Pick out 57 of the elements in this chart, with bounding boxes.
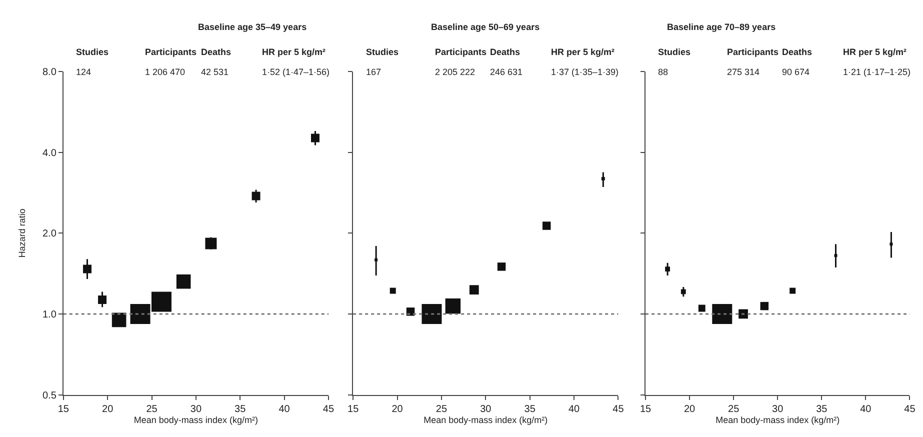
text: Studies — [76, 47, 109, 57]
text: Participants — [145, 47, 197, 57]
text: Participants — [727, 47, 779, 57]
x-tick-label: 45 — [612, 404, 624, 415]
y-tick-label: 8.0 — [42, 66, 57, 78]
x-tick-label: 45 — [322, 404, 334, 415]
chart-title: Baseline age 70–89 years — [667, 22, 776, 32]
x-tick-label: 30 — [772, 404, 784, 415]
x-tick-label: 35 — [234, 404, 246, 415]
y-tick-label: 1.0 — [42, 309, 57, 320]
text: Deaths — [201, 47, 232, 57]
text: HR per 5 kg/m² — [262, 47, 326, 57]
y-tick-label: 4.0 — [42, 148, 57, 159]
annotation: 167 — [366, 67, 382, 77]
text: Deaths — [782, 47, 812, 57]
annotation: 90 674 — [782, 67, 810, 77]
x-tick-label: 40 — [278, 404, 290, 415]
annotation: 246 631 — [490, 67, 523, 77]
y-tick-label: 0.5 — [42, 390, 57, 402]
annotation: 42 531 — [201, 67, 229, 77]
x-tick-label: 40 — [568, 404, 580, 415]
x-axis-title: Mean body-mass index (kg/m²) — [424, 414, 548, 425]
annotation: 88 — [658, 67, 668, 77]
annotation: 124 — [76, 67, 92, 77]
y-axis-title: Hazard ratio — [16, 208, 27, 258]
annotation: 1·37 (1·35–1·39) — [551, 67, 619, 77]
y-tick-label: 2.0 — [42, 228, 57, 240]
annotation: 1 206 470 — [145, 67, 186, 77]
x-tick-label: 40 — [860, 404, 872, 415]
x-tick-label: 25 — [436, 404, 448, 415]
x-tick-label: 20 — [392, 404, 404, 415]
x-tick-label: 35 — [524, 404, 536, 415]
x-tick-label: 15 — [348, 404, 360, 415]
x-tick-label: 25 — [728, 404, 740, 415]
text: Studies — [658, 47, 691, 57]
annotation: 2 205 222 — [435, 67, 476, 77]
annotation: 275 314 — [727, 67, 760, 77]
x-tick-label: 15 — [58, 404, 70, 415]
x-tick-label: 15 — [640, 404, 652, 415]
x-tick-label: 30 — [190, 404, 202, 415]
x-tick-label: 20 — [684, 404, 696, 415]
x-tick-label: 20 — [102, 404, 114, 415]
text: HR per 5 kg/m² — [843, 47, 907, 57]
x-tick-label: 35 — [816, 404, 828, 415]
text: Participants — [435, 47, 487, 57]
chart-title: Baseline age 50–69 years — [431, 22, 540, 32]
text: Studies — [366, 47, 399, 57]
x-tick-label: 45 — [904, 404, 916, 415]
x-axis-title: Mean body-mass index (kg/m²) — [716, 414, 840, 425]
x-axis-title: Mean body-mass index (kg/m²) — [134, 414, 258, 425]
annotation: 1·21 (1·17–1·25) — [843, 67, 911, 77]
text: HR per 5 kg/m² — [551, 47, 615, 57]
x-tick-label: 25 — [146, 404, 158, 415]
annotation: 1·52 (1·47–1·56) — [262, 67, 330, 77]
x-tick-label: 30 — [480, 404, 492, 415]
chart-title: Baseline age 35–49 years — [198, 22, 307, 32]
text: Deaths — [490, 47, 520, 57]
